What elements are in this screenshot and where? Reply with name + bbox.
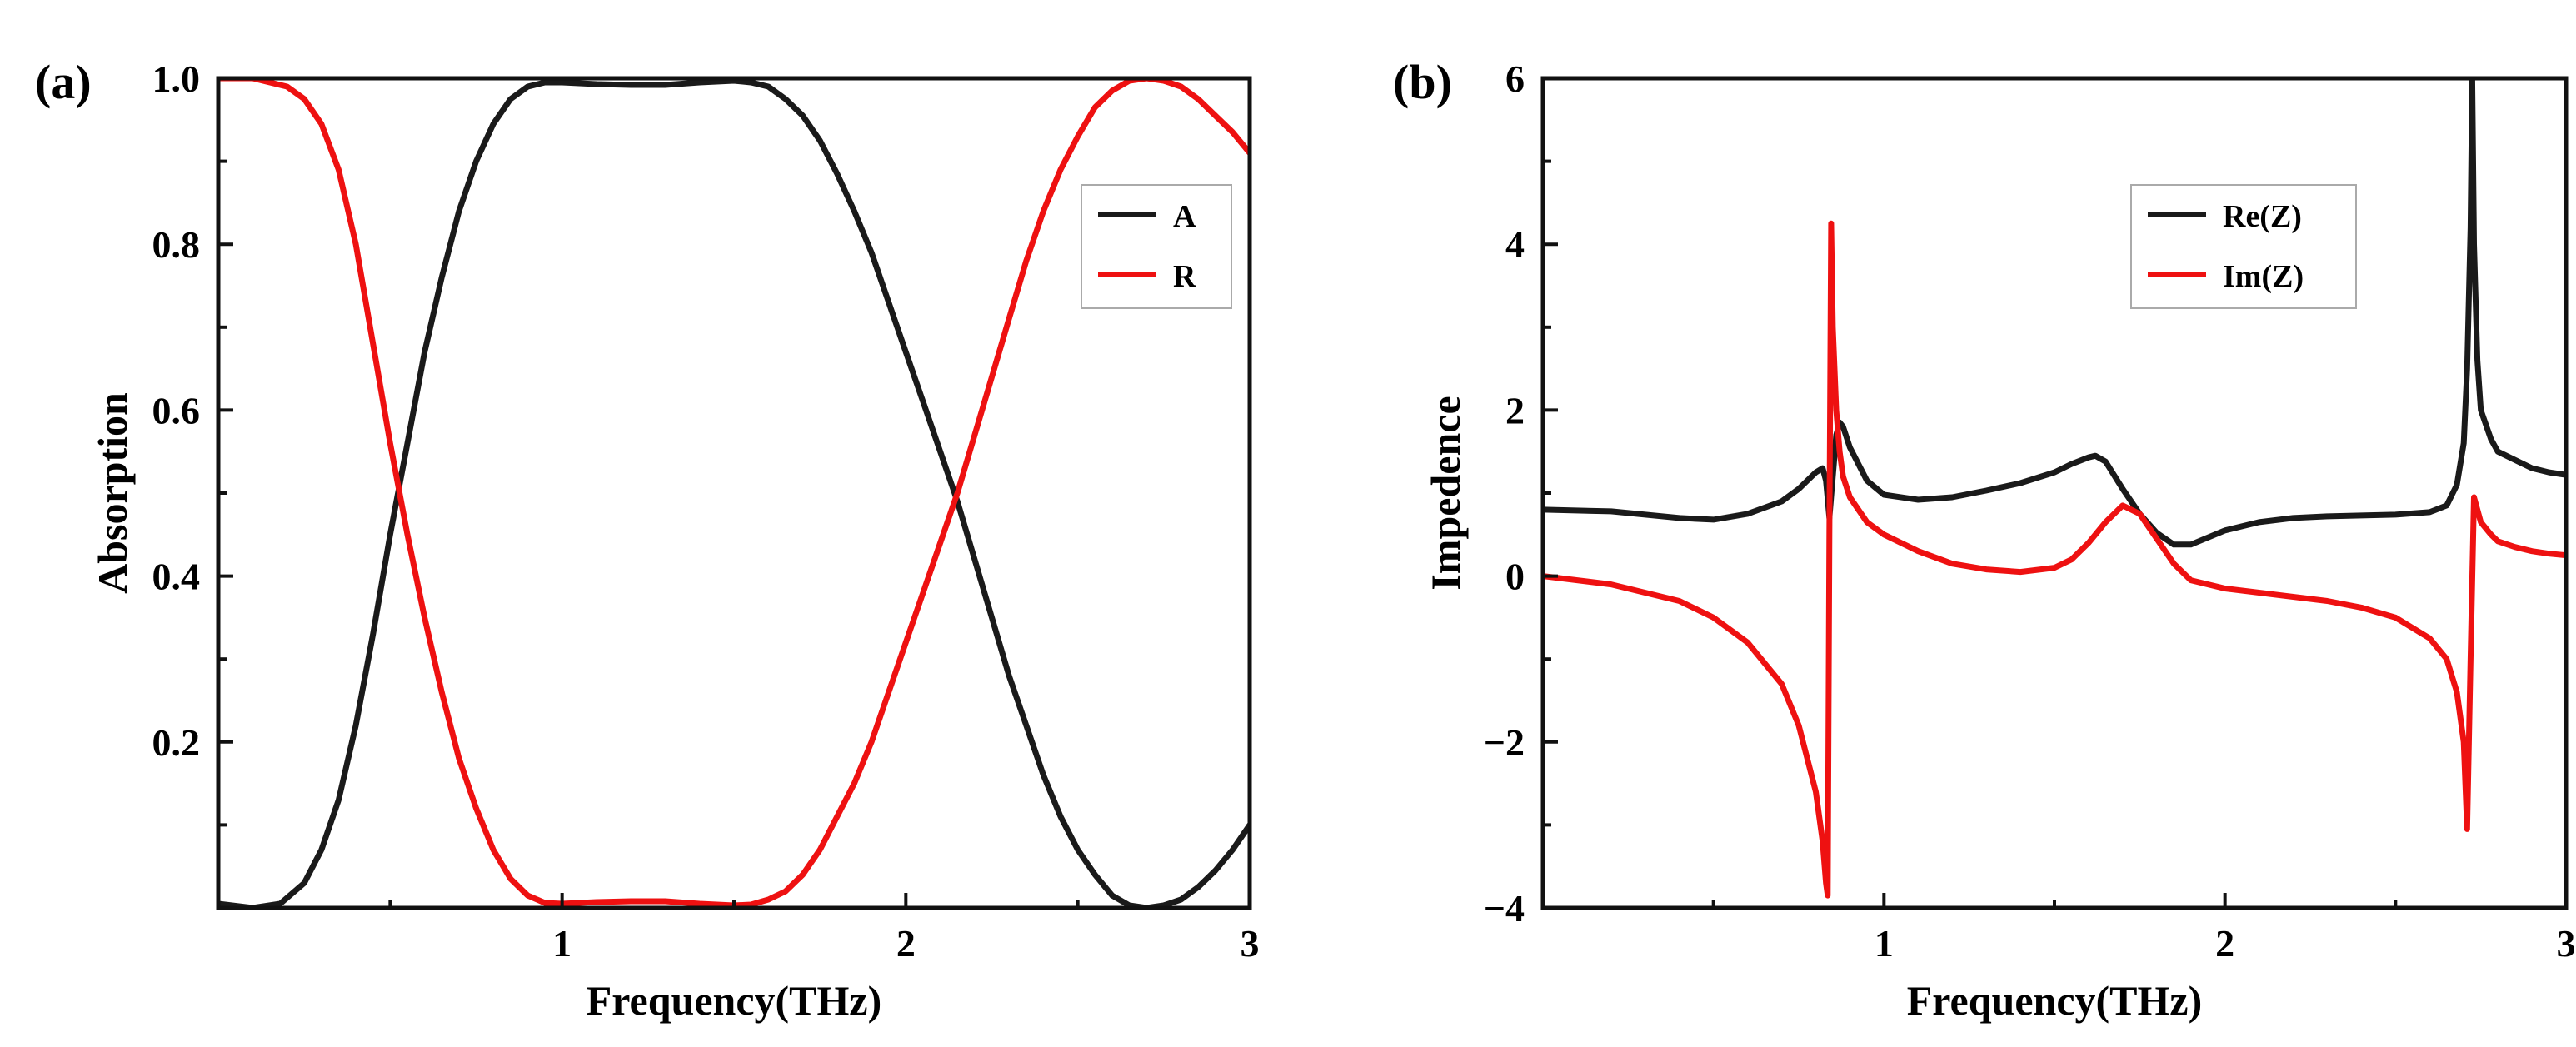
ticks-group-a: 1 2 3 0.2 0.4 0.6 0.8 1.0 — [152, 57, 1260, 965]
legend-b: Re(Z) Im(Z) — [2130, 184, 2357, 309]
x-axis-title-a: Frequency(THz) — [587, 977, 882, 1024]
panel-label-b: (b) — [1393, 55, 1452, 109]
panel-label-a: (a) — [35, 55, 92, 109]
y-axis-title-b: Impedence — [1422, 396, 1469, 590]
series-line-a-r — [218, 78, 1250, 908]
series-line-a-a — [218, 78, 1250, 908]
y-axis-title-a: Absorption — [89, 392, 136, 594]
series-group-b — [1543, 78, 2566, 899]
series-group-a — [218, 78, 1250, 908]
y-tick-label: −2 — [1484, 721, 1525, 764]
y-tick-label: 2 — [1505, 389, 1525, 431]
x-tick-label: 3 — [1241, 922, 1260, 965]
legend-box-b — [2130, 184, 2357, 309]
plot-frame-b — [1540, 76, 2569, 910]
y-tick-label: 4 — [1505, 223, 1525, 266]
x-tick-label: 1 — [1875, 922, 1894, 965]
y-tick-label: 0.2 — [152, 721, 201, 764]
legend-a: A R — [1081, 184, 1232, 309]
legend-label-a-R: R — [1173, 259, 1196, 294]
y-tick-label: −4 — [1484, 887, 1525, 930]
y-tick-label: 0.4 — [152, 556, 201, 598]
ticks-group-b: 1 2 3 −4 −2 0 2 4 6 — [1484, 57, 2576, 965]
y-tick-label: 0.6 — [152, 389, 201, 431]
panel-a: (a) 1 2 3 0.2 0.4 0.6 0.8 1.0 Frequency(THz) Ab… — [35, 55, 1260, 1024]
x-axis-title-b: Frequency(THz) — [1907, 977, 2203, 1024]
x-tick-label: 3 — [2557, 922, 2576, 965]
panel-b: (b) 1 2 3 −4 −2 0 2 4 6 Frequency(THz) Impedence… — [1393, 55, 2576, 1024]
y-tick-label: 1.0 — [152, 57, 201, 100]
legend-box-a — [1081, 184, 1232, 309]
legend-label-a-A: A — [1173, 199, 1196, 234]
series-line-b-imz — [1543, 220, 2566, 899]
x-tick-label: 2 — [896, 922, 916, 965]
legend-label-b-Im: Im(Z) — [2223, 259, 2304, 294]
y-tick-label: 6 — [1505, 57, 1525, 100]
y-tick-label: 0 — [1505, 556, 1525, 598]
x-tick-label: 2 — [2215, 922, 2234, 965]
y-tick-label: 0.8 — [152, 223, 201, 266]
series-line-b-rez — [1543, 78, 2566, 548]
legend-label-b-Re: Re(Z) — [2223, 199, 2302, 234]
x-tick-label: 1 — [552, 922, 572, 965]
